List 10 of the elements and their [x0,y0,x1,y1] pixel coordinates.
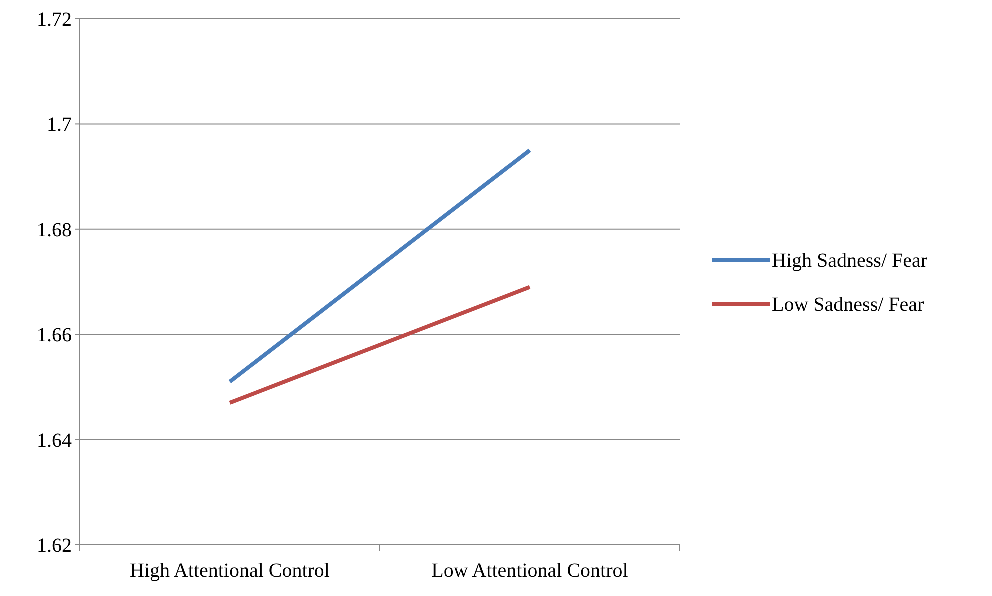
y-tick-label: 1.66 [37,324,72,347]
legend-label: Low Sadness/ Fear [772,294,925,316]
y-tick-label: 1.62 [37,535,72,557]
legend-label: High Sadness/ Fear [772,250,928,272]
y-tick-label: 1.64 [37,430,72,452]
y-tick-label: 1.72 [37,9,72,31]
x-tick-label: High Attentional Control [130,560,330,582]
x-tick-label: Low Attentional Control [432,560,629,582]
y-tick-label: 1.68 [37,219,72,242]
y-tick-label: 1.7 [47,114,72,136]
